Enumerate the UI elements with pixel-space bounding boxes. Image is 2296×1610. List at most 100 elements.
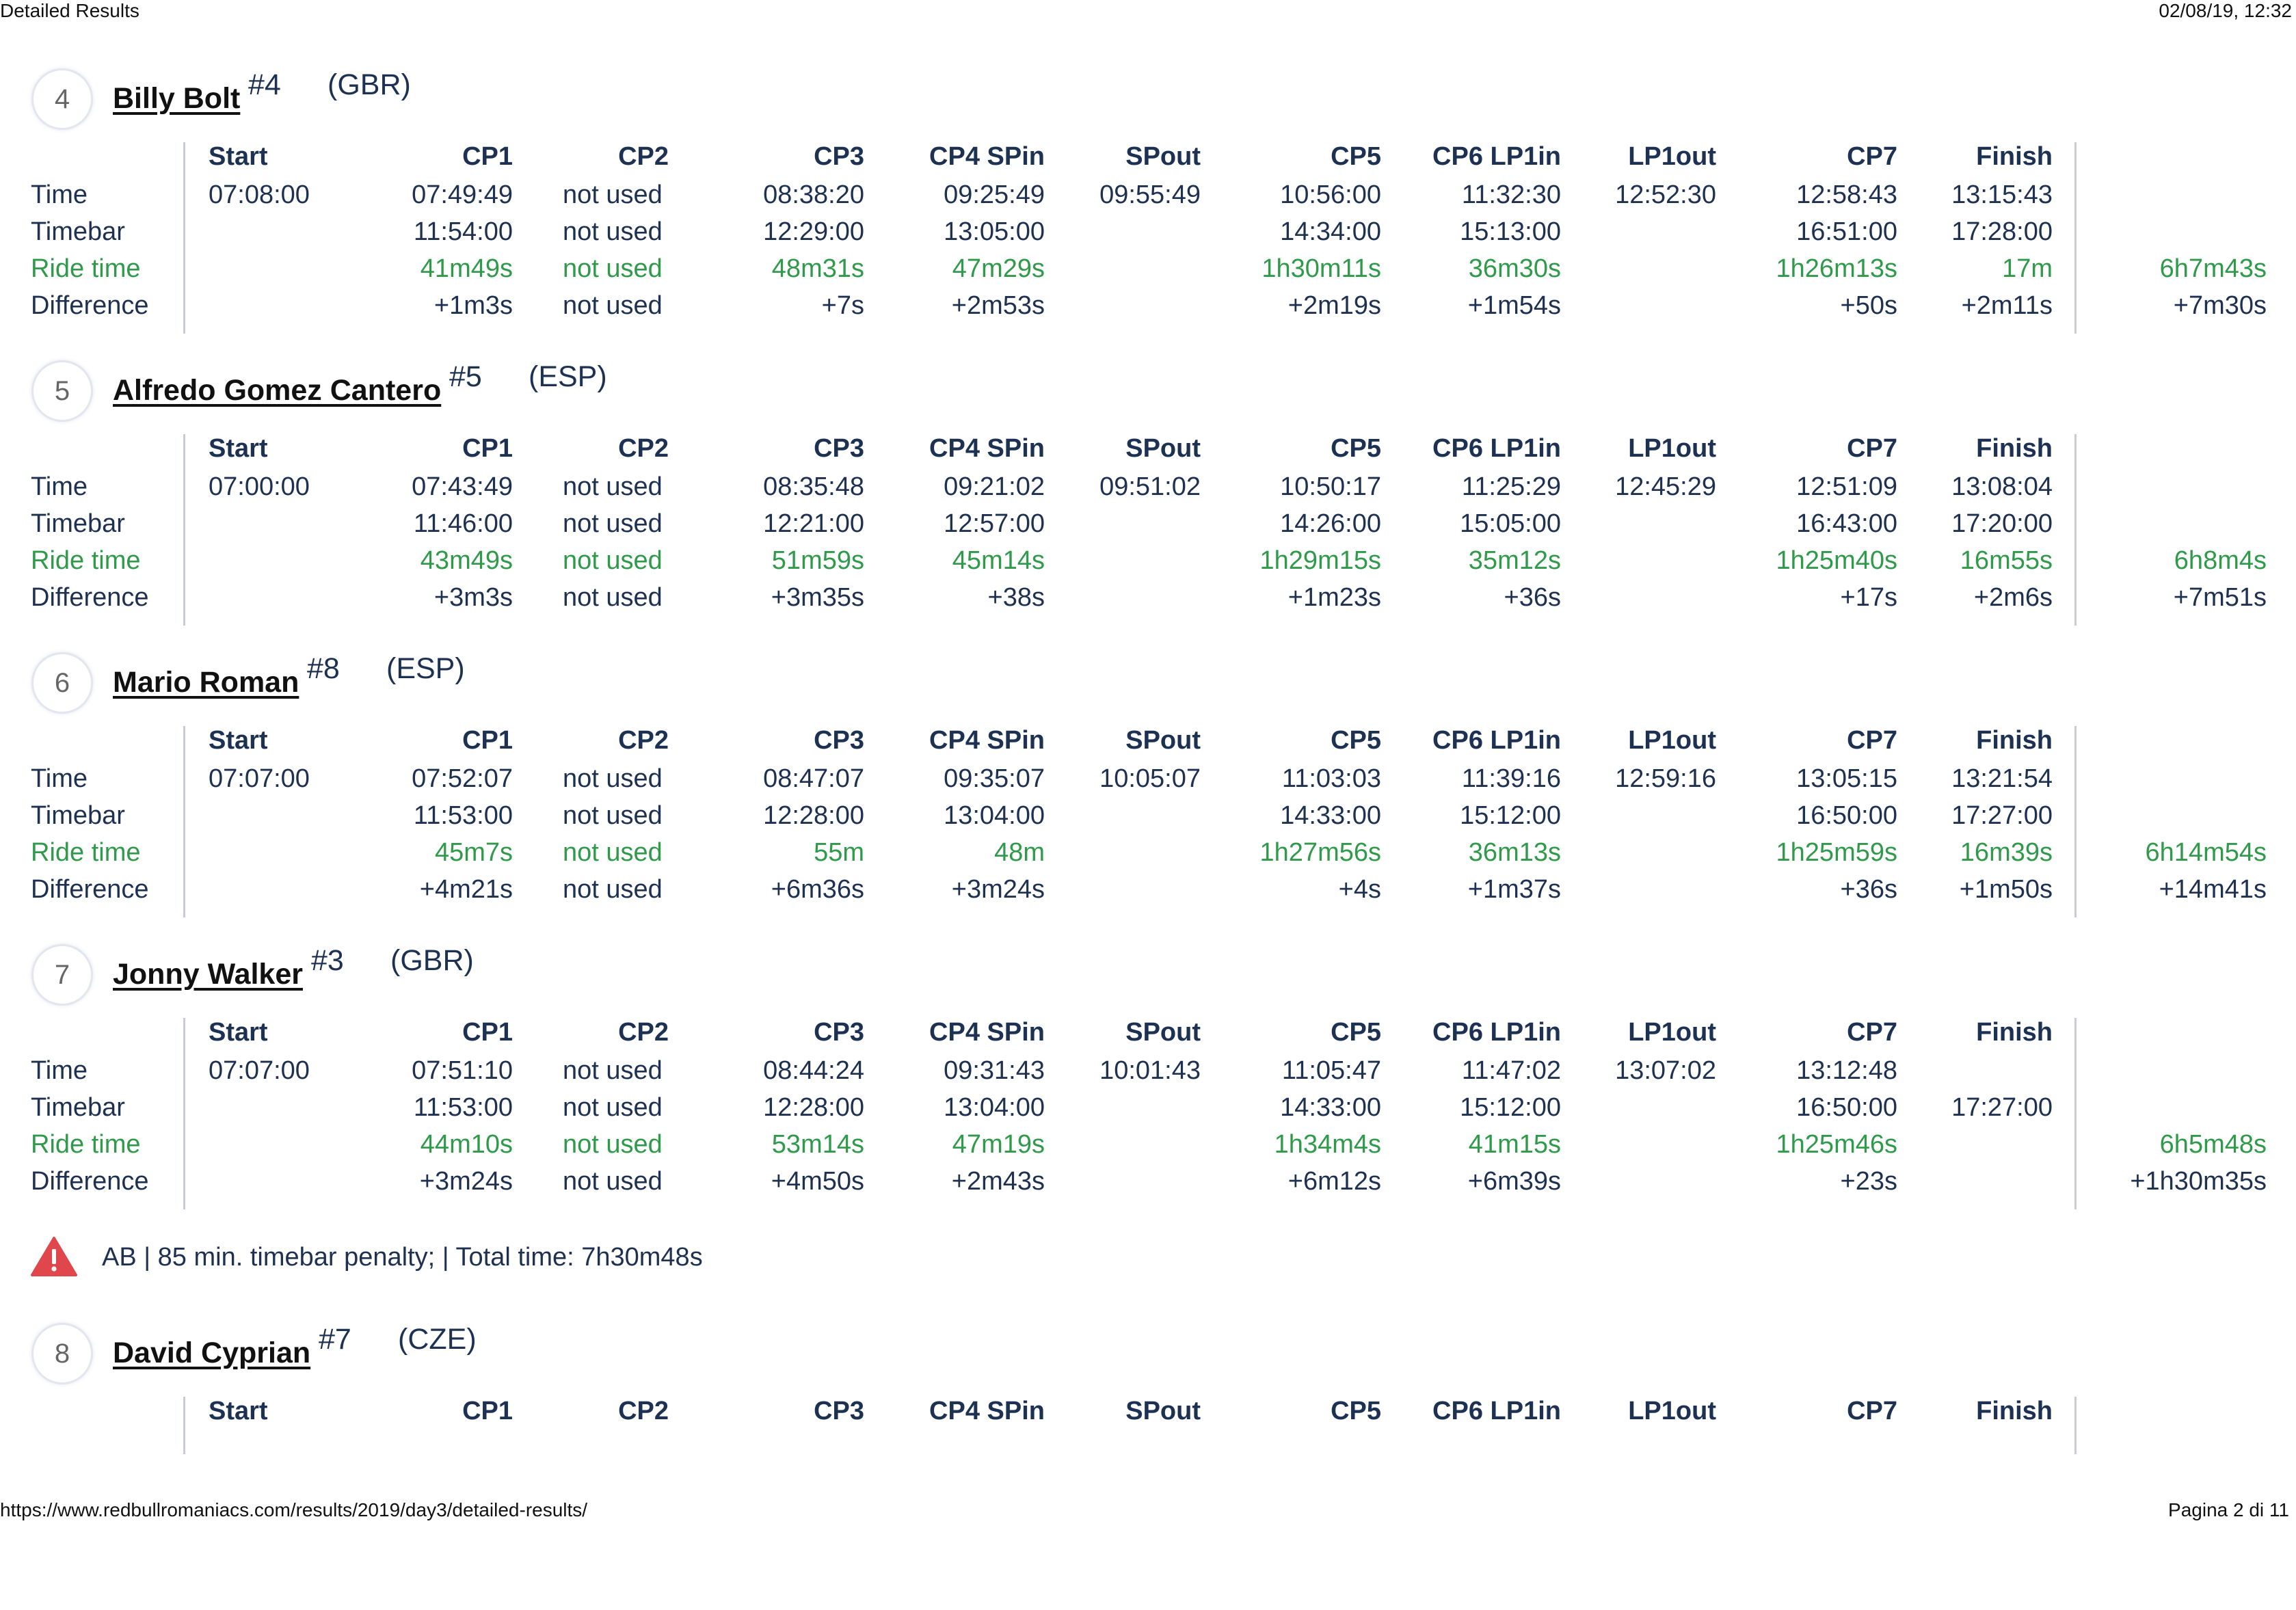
table-cell: 16m55s xyxy=(1960,546,2053,575)
table-cell: +1m23s xyxy=(1287,583,1381,612)
rider-block: 8 David Cyprian #7 (CZE) Start CP1 CP2 CP3 CP4 S… xyxy=(0,1323,2296,1610)
table-cell: 48m31s xyxy=(771,254,864,283)
rider-number: #8 xyxy=(307,652,340,685)
table-divider xyxy=(2074,434,2077,626)
column-header: CP6 LP1in xyxy=(1432,1397,1561,1425)
rider-name-link[interactable]: Jonny Walker xyxy=(113,958,303,991)
total-cell: +14m41s xyxy=(2159,875,2267,904)
table-cell: 15:12:00 xyxy=(1460,1093,1561,1122)
column-header: Finish xyxy=(1976,142,2053,171)
column-header: CP6 LP1in xyxy=(1432,726,1561,755)
column-header: SPout xyxy=(1125,142,1201,171)
table-cell: 12:52:30 xyxy=(1615,180,1716,209)
table-cell: 11:46:00 xyxy=(413,509,513,538)
column-header: LP1out xyxy=(1628,1018,1716,1047)
column-header: LP1out xyxy=(1628,434,1716,463)
table-cell: 44m10s xyxy=(420,1130,513,1159)
table-cell: 1h25m46s xyxy=(1776,1130,1897,1159)
table-cell: +7s xyxy=(821,291,864,320)
table-cell: 17:28:00 xyxy=(1951,217,2053,246)
table-cell: +23s xyxy=(1840,1167,1897,1196)
rider-position-badge: 5 xyxy=(31,360,93,422)
column-header: CP5 xyxy=(1331,1397,1381,1425)
rider-name-link[interactable]: David Cyprian xyxy=(113,1337,311,1369)
table-cell: 17:27:00 xyxy=(1951,1093,2053,1122)
table-cell: +3m24s xyxy=(951,875,1045,904)
table-cell: 16:51:00 xyxy=(1796,217,1897,246)
column-header: CP2 xyxy=(618,1397,669,1425)
total-cell: +7m51s xyxy=(2173,583,2267,612)
row-label: Difference xyxy=(31,583,149,612)
column-header: CP6 LP1in xyxy=(1432,1018,1561,1047)
table-cell: 1h25m59s xyxy=(1776,838,1897,867)
rider-block: 6 Mario Roman #8 (ESP) Start CP1 CP2 CP3 CP4 SPi… xyxy=(0,652,2296,939)
table-cell: 07:49:49 xyxy=(412,180,513,209)
table-cell: 45m7s xyxy=(434,838,513,867)
rider-name-link[interactable]: Mario Roman xyxy=(113,666,299,699)
rider-name-link[interactable]: Billy Bolt xyxy=(113,82,241,115)
table-cell: 07:07:00 xyxy=(209,764,310,793)
column-header: CP3 xyxy=(814,434,864,463)
table-divider xyxy=(2074,1397,2077,1454)
column-header: CP7 xyxy=(1847,1018,1897,1047)
table-cell: 11:03:03 xyxy=(1281,764,1381,793)
column-header: Start xyxy=(209,142,268,171)
table-cell: 09:55:49 xyxy=(1099,180,1201,209)
table-cell: 16:50:00 xyxy=(1796,1093,1897,1122)
table-cell: 09:51:02 xyxy=(1099,472,1201,501)
table-cell: 12:45:29 xyxy=(1615,472,1716,501)
table-cell: 07:08:00 xyxy=(209,180,310,209)
column-header: CP1 xyxy=(462,142,513,171)
table-cell: +3m3s xyxy=(433,583,513,612)
rider-nation: (ESP) xyxy=(386,652,465,685)
row-label: Timebar xyxy=(31,509,125,538)
rider-block: 5 Alfredo Gomez Cantero #5 (ESP) Start CP1 CP2… xyxy=(0,360,2296,647)
table-cell: not used xyxy=(563,1093,663,1122)
table-cell: 47m29s xyxy=(952,254,1045,283)
row-label: Timebar xyxy=(31,1093,125,1122)
column-header: CP2 xyxy=(618,142,669,171)
table-cell: 48m xyxy=(994,838,1045,867)
rider-position-badge: 7 xyxy=(31,944,93,1006)
table-cell: not used xyxy=(563,180,663,209)
table-cell: 1h26m13s xyxy=(1776,254,1897,283)
table-cell: +4s xyxy=(1338,875,1381,904)
table-cell: 08:38:20 xyxy=(763,180,864,209)
table-cell: 16:43:00 xyxy=(1796,509,1897,538)
table-cell: 13:21:54 xyxy=(1951,764,2053,793)
rider-name-link[interactable]: Alfredo Gomez Cantero xyxy=(113,374,442,407)
table-cell: not used xyxy=(563,1167,663,1196)
table-cell: 08:47:07 xyxy=(763,764,864,793)
column-header: Finish xyxy=(1976,726,2053,755)
rider-position-badge: 8 xyxy=(31,1323,93,1384)
table-cell: 13:07:02 xyxy=(1615,1056,1716,1085)
column-header: CP6 LP1in xyxy=(1432,434,1561,463)
column-header: CP5 xyxy=(1331,142,1381,171)
table-cell: 1h25m40s xyxy=(1776,546,1897,575)
table-cell: 10:50:17 xyxy=(1280,472,1381,501)
table-cell: 11:54:00 xyxy=(413,217,513,246)
column-header: CP2 xyxy=(618,434,669,463)
column-header: Start xyxy=(209,726,268,755)
table-cell: +2m6s xyxy=(1973,583,2053,612)
column-header: CP6 LP1in xyxy=(1432,142,1561,171)
table-cell: 36m30s xyxy=(1468,254,1561,283)
rider-block: 7 Jonny Walker #3 (GBR) Start CP1 CP2 CP3 CP4 SP… xyxy=(0,944,2296,1231)
table-cell: +36s xyxy=(1504,583,1561,612)
table-divider xyxy=(2074,1018,2077,1209)
table-cell: 13:08:04 xyxy=(1951,472,2053,501)
table-cell: 41m49s xyxy=(420,254,513,283)
row-label: Ride time xyxy=(31,546,141,575)
column-header: CP7 xyxy=(1847,142,1897,171)
column-header: CP4 SPin xyxy=(929,726,1045,755)
total-cell: +7m30s xyxy=(2173,291,2267,320)
table-cell: 14:34:00 xyxy=(1280,217,1381,246)
table-cell: 11:53:00 xyxy=(413,801,513,830)
table-cell: +36s xyxy=(1840,875,1897,904)
rider-number: #5 xyxy=(449,360,482,393)
table-cell: 35m12s xyxy=(1468,546,1561,575)
row-label: Difference xyxy=(31,1167,149,1196)
table-cell: not used xyxy=(563,1130,663,1159)
table-cell: 13:05:00 xyxy=(944,217,1045,246)
table-cell: 07:00:00 xyxy=(209,472,310,501)
